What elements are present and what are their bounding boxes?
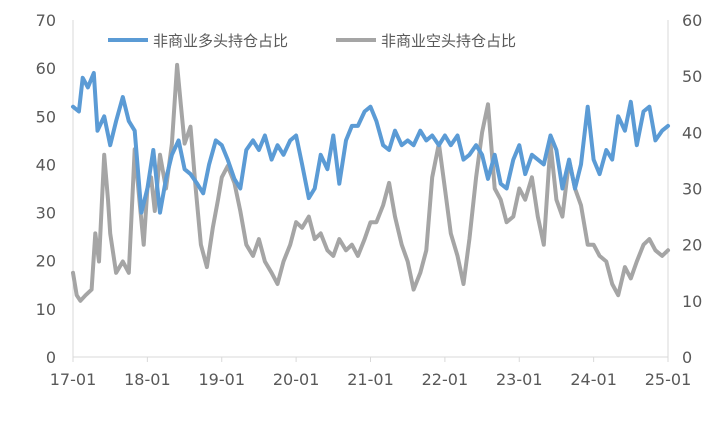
x-tick-label: 17-01 — [50, 370, 97, 389]
x-tick-label: 25-01 — [645, 370, 692, 389]
y-right-tick-label: 50 — [682, 67, 702, 86]
y-left-tick-label: 20 — [36, 252, 56, 271]
y-right-tick-label: 60 — [682, 11, 702, 30]
y-right-tick-label: 40 — [682, 123, 702, 142]
y-right-tick-label: 20 — [682, 236, 702, 255]
legend: 非商业多头持仓占比 非商业空头持仓占比 — [108, 32, 516, 50]
y-right-tick-label: 10 — [682, 292, 702, 311]
legend-label-short: 非商业空头持仓占比 — [381, 32, 516, 50]
x-tick-label: 23-01 — [496, 370, 543, 389]
y-left-tick-label: 50 — [36, 107, 56, 126]
x-tick-label: 20-01 — [273, 370, 320, 389]
series-line-long-position — [71, 71, 670, 215]
x-tick-label: 21-01 — [347, 370, 394, 389]
y-right-tick-label: 0 — [682, 348, 692, 367]
x-tick-label: 19-01 — [199, 370, 246, 389]
y-left-tick-label: 40 — [36, 155, 56, 174]
y-left-tick-label: 0 — [46, 348, 56, 367]
legend-label-long: 非商业多头持仓占比 — [153, 32, 288, 50]
x-tick-label: 18-01 — [124, 370, 171, 389]
y-left-tick-label: 30 — [36, 204, 56, 223]
axes: 0 10 20 30 40 50 60 70 0 10 20 30 40 50 60 17-01 18-01 19… — [36, 11, 703, 389]
y-right-tick-label: 30 — [682, 180, 702, 199]
x-tick-label: 24-01 — [570, 370, 617, 389]
y-left-tick-label: 60 — [36, 59, 56, 78]
y-left-tick-label: 10 — [36, 300, 56, 319]
series-layer — [71, 62, 670, 303]
y-left-tick-label: 70 — [36, 11, 56, 30]
x-tick-label: 22-01 — [422, 370, 469, 389]
series-line-short-position — [71, 62, 670, 303]
